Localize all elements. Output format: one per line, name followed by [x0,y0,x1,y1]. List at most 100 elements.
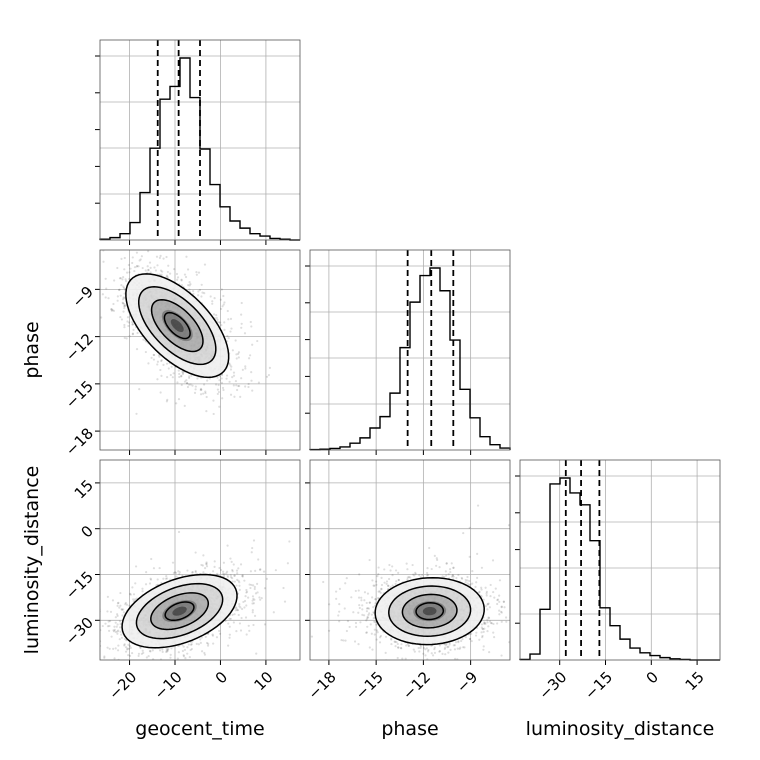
sample-point [133,269,136,273]
sample-point [216,318,219,321]
sample-point [116,649,120,652]
sample-point [110,635,113,638]
sample-point [226,574,229,577]
sample-point [358,573,361,576]
sample-point [140,664,142,666]
sample-point [165,255,168,259]
sample-point [354,625,358,628]
sample-point [131,322,134,326]
sample-point [177,369,180,372]
sample-point [170,647,173,650]
sample-point [220,568,223,572]
sample-point [108,647,111,650]
sample-point [153,266,156,269]
sample-point [134,565,138,568]
sample-point [95,653,97,655]
sample-point [133,598,137,601]
sample-point [283,600,287,603]
sample-point [129,646,132,649]
sample-point [238,603,241,606]
sample-point [113,657,116,660]
sample-point [239,395,242,399]
sample-point [176,278,179,281]
sample-point [145,570,148,574]
sample-point [237,579,240,582]
sample-point [401,657,404,660]
sample-point [137,654,140,658]
sample-point [357,589,360,592]
sample-point [118,277,122,280]
sample-point [189,283,192,286]
sample-point [156,363,159,366]
sample-point [250,371,253,374]
sample-point [253,587,256,591]
sample-point [190,643,193,646]
histogram-phase-background [310,250,510,450]
x-tick-label-luminosity_distance: 0 [643,668,662,687]
sample-point [122,276,125,279]
sample-point [211,570,215,573]
sample-point [237,351,241,354]
sample-point [144,350,147,354]
sample-point [233,580,236,583]
sample-point [177,530,181,534]
sample-point [106,625,110,628]
sample-point [127,643,130,647]
sample-point [172,571,175,575]
sample-point [219,298,222,301]
sample-point [120,283,123,287]
sample-point [200,283,203,286]
sample-point [181,371,185,374]
sample-point [141,587,144,590]
sample-point [226,575,230,579]
sample-point [116,299,119,302]
sample-point [147,268,150,271]
sample-point [136,264,139,268]
sample-point [220,377,223,380]
sample-point [229,574,232,577]
sample-point [194,570,197,574]
sample-point [131,586,134,589]
sample-point [148,582,152,585]
sample-point [235,353,238,356]
sample-point [188,281,191,284]
sample-point [193,391,197,394]
sample-point [209,295,212,298]
sample-point [247,385,250,389]
sample-point [123,256,126,260]
sample-point [119,622,122,626]
sample-point [185,379,188,382]
sample-point [238,384,241,388]
sample-point [184,656,187,660]
sample-point [253,614,257,618]
sample-point [102,260,105,263]
sample-point [259,598,262,601]
sample-point [110,309,113,312]
sample-point [149,271,152,274]
sample-point [250,379,253,382]
sample-point [73,328,75,330]
sample-point [418,650,421,653]
sample-point [206,644,210,647]
sample-point [240,607,244,611]
sample-point [140,255,143,258]
sample-point [135,348,139,351]
sample-point [116,266,119,270]
sample-point [122,296,125,299]
sample-point [243,606,246,609]
sample-point [167,264,170,267]
sample-point [245,591,248,594]
sample-point [183,404,186,407]
sample-point [91,644,93,646]
sample-point [104,296,107,299]
sample-point [190,647,193,651]
sample-point [217,383,220,387]
sample-point [213,565,216,569]
sample-point [131,332,135,335]
sample-point [200,295,203,298]
sample-point [234,339,237,342]
sample-point [222,561,225,564]
sample-point [195,270,198,274]
sample-point [140,664,142,666]
sample-point [180,284,184,287]
